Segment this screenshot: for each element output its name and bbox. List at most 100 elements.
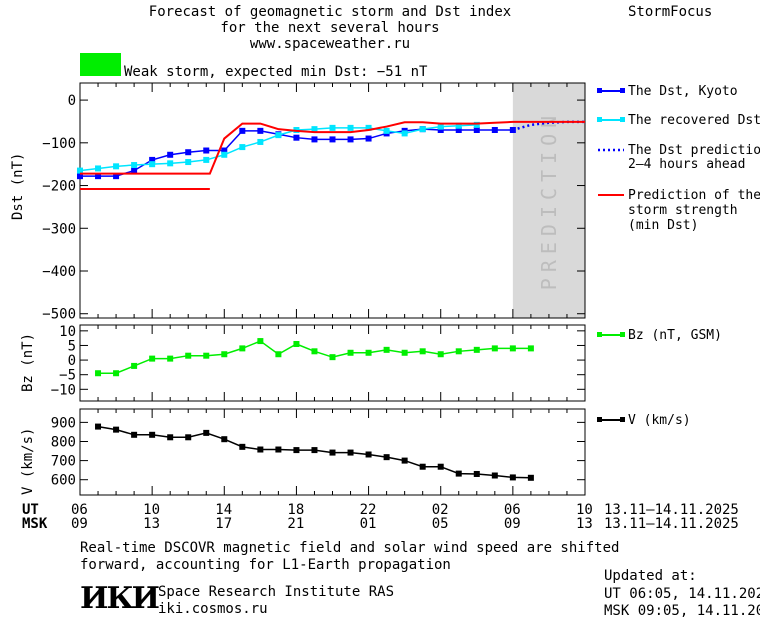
legend-recovered-label: The recovered Dst (628, 113, 760, 128)
y-tick-label: 900 (51, 415, 76, 431)
legend-strength-label-1: Prediction of the (628, 188, 760, 203)
y-tick-label: 700 (51, 454, 76, 470)
data-point (185, 149, 192, 156)
data-point (365, 124, 372, 131)
storm-level-swatch (80, 53, 121, 76)
data-point (113, 163, 120, 170)
legend-recovered-marker (597, 117, 602, 122)
legend-recovered-marker (620, 117, 625, 122)
data-point (401, 457, 408, 464)
y-tick-label: −500 (42, 307, 76, 323)
legend-bz-marker (620, 332, 625, 337)
data-point (113, 370, 120, 377)
legend-bz-label: Bz (nT, GSM) (628, 328, 722, 343)
data-point (437, 351, 444, 358)
storm-status-text: Weak storm, expected min Dst: −51 nT (124, 64, 428, 80)
data-point (329, 136, 336, 143)
y-tick-label: 5 (68, 338, 76, 354)
site-url: www.spaceweather.ru (249, 36, 411, 52)
data-point (437, 127, 444, 133)
data-point (383, 346, 390, 353)
ut-tick-label: 06 (503, 502, 521, 518)
data-point (221, 351, 228, 358)
data-point (275, 132, 282, 139)
data-point (293, 341, 300, 347)
data-point (419, 463, 426, 470)
data-point (383, 127, 390, 134)
data-point (257, 138, 264, 145)
data-point (311, 447, 318, 454)
chart-frames (79, 82, 586, 496)
data-point (419, 126, 426, 133)
institute-name: Space Research Institute RAS (158, 584, 395, 600)
data-point (275, 446, 282, 453)
data-point (257, 127, 264, 134)
series-line-0-3 (80, 120, 585, 175)
legend-bz-marker (597, 332, 602, 337)
panel-frame-0 (79, 82, 586, 319)
legend-strength-label-2: storm strength (628, 203, 738, 218)
y-tick-label: −5 (59, 368, 76, 384)
data-point (455, 127, 462, 133)
y-tick-label: 600 (51, 473, 76, 489)
data-point (293, 447, 300, 454)
series-line-1-0 (98, 340, 531, 374)
data-point (167, 160, 174, 167)
data-point (131, 162, 138, 169)
ut-tick-label: 02 (431, 502, 449, 518)
legend-dst-kyoto-label: The Dst, Kyoto (628, 84, 738, 99)
msk-tick-label: 17 (215, 516, 233, 532)
institute-site: iki.cosmos.ru (158, 601, 268, 617)
y-tick-label: 0 (68, 353, 76, 369)
data-point (401, 349, 408, 356)
data-point (185, 159, 192, 166)
data-point (95, 165, 102, 172)
dst-axis-title: Dst (nT) (10, 152, 26, 220)
bz-axis-title: Bz (nT) (20, 332, 36, 392)
ut-axis-label: UT (22, 502, 39, 518)
data-point (77, 167, 83, 174)
data-point (221, 147, 228, 154)
data-point (437, 463, 444, 470)
iki-logo: ИКИ (80, 581, 160, 616)
data-point (527, 474, 534, 481)
data-point (347, 449, 354, 456)
data-point (131, 362, 138, 369)
msk-date-range: 13.11–14.11.2025 (604, 516, 739, 532)
data-point (149, 156, 156, 163)
y-tick-label: −100 (42, 136, 76, 152)
updated-msk: MSK 09:05, 14.11.2025 (604, 603, 760, 619)
data-point (311, 126, 318, 133)
data-point (239, 443, 246, 450)
data-point (113, 173, 120, 180)
ut-tick-label: 06 (71, 502, 88, 518)
axis-ticks: 0−100−200−300−400−5001050−5−109008007006… (42, 83, 586, 495)
data-point (473, 121, 480, 128)
data-point (95, 423, 102, 430)
data-point (329, 354, 336, 361)
ut-tick-label: 18 (287, 502, 305, 518)
data-point (473, 127, 480, 133)
data-point (203, 147, 210, 154)
data-point (473, 346, 480, 353)
data-point (257, 446, 264, 453)
data-point (509, 345, 516, 352)
propagation-note-line-1: Real-time DSCOVR magnetic field and sola… (80, 540, 620, 556)
data-point (437, 123, 444, 130)
msk-tick-label: 13 (576, 516, 593, 532)
data-point (257, 338, 264, 345)
data-point (149, 355, 156, 362)
v-axis-title: V (km/s) (20, 427, 36, 495)
y-tick-label: 10 (59, 324, 76, 340)
msk-tick-label: 21 (287, 516, 305, 532)
data-point (527, 345, 534, 352)
legend-prediction-label-1: The Dst prediction (628, 143, 760, 158)
y-tick-label: −300 (42, 221, 76, 237)
data-point (365, 451, 372, 458)
data-point (509, 474, 516, 481)
data-point (221, 151, 228, 158)
propagation-note-line-2: forward, accounting for L1-Earth propaga… (80, 557, 451, 573)
data-point (149, 431, 156, 438)
data-point (455, 348, 462, 355)
